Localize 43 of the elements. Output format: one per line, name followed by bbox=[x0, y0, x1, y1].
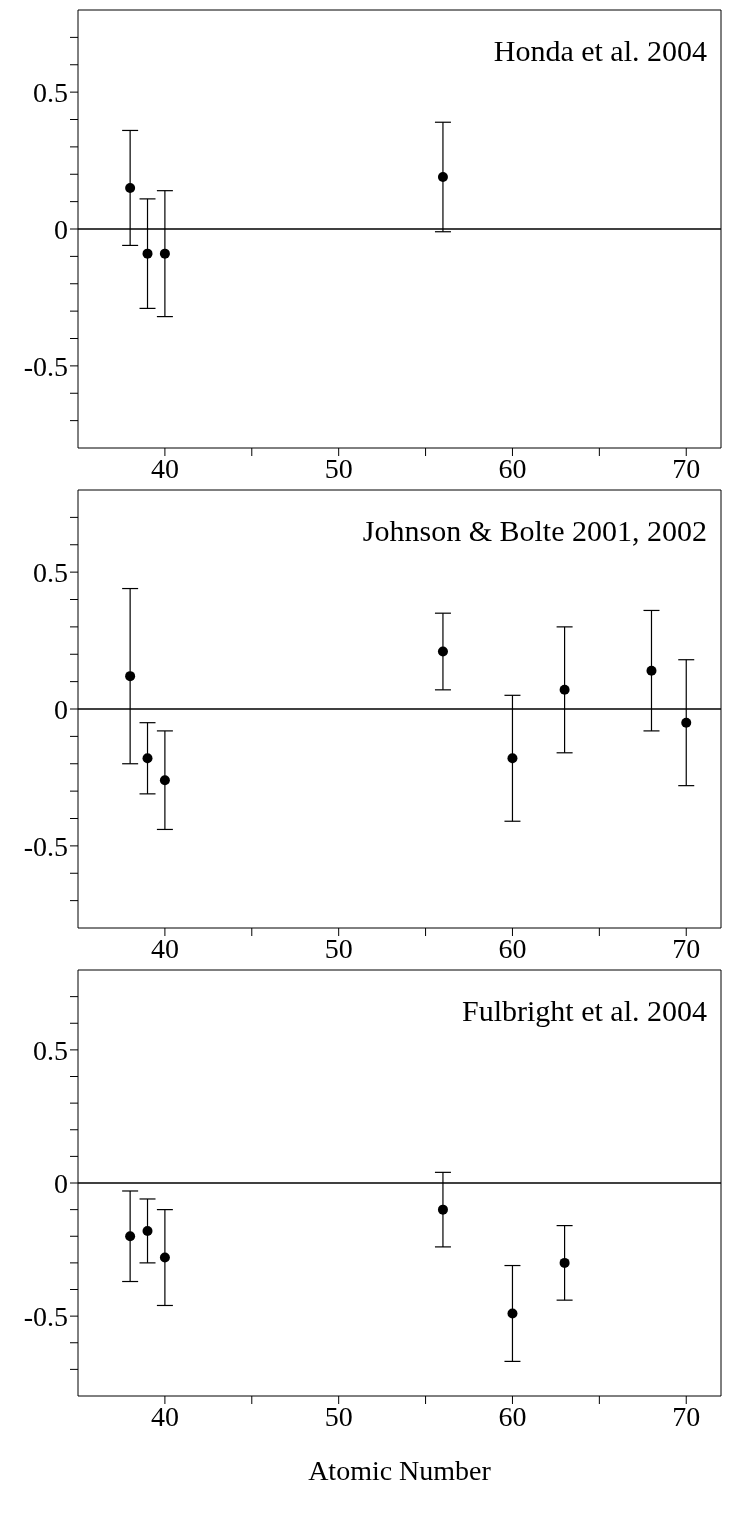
x-axis-title: Atomic Number bbox=[308, 1455, 492, 1486]
point bbox=[681, 717, 692, 728]
x-tick-label: 60 bbox=[498, 932, 527, 964]
point bbox=[125, 182, 136, 193]
x-tick-label: 50 bbox=[324, 932, 353, 964]
y-tick-label: 0 bbox=[54, 693, 68, 725]
point bbox=[437, 1204, 448, 1215]
point bbox=[142, 248, 153, 259]
point bbox=[646, 665, 657, 676]
point bbox=[159, 1252, 170, 1263]
point bbox=[437, 646, 448, 657]
x-tick-label: 70 bbox=[672, 932, 701, 964]
annotation: Fulbright et al. 2004 bbox=[462, 994, 707, 1028]
point bbox=[507, 1308, 518, 1319]
point bbox=[559, 1257, 570, 1268]
y-tick-label: 0 bbox=[54, 1167, 68, 1199]
y-tick-label: -0.5 bbox=[23, 350, 68, 382]
point bbox=[125, 671, 136, 682]
point bbox=[125, 1231, 136, 1242]
x-tick-label: 60 bbox=[498, 1400, 527, 1432]
x-tick-label: 70 bbox=[672, 1400, 701, 1432]
x-tick-label: 70 bbox=[672, 452, 701, 484]
x-tick-label: 40 bbox=[150, 932, 179, 964]
annotation: Honda et al. 2004 bbox=[493, 34, 707, 68]
y-tick-label: 0.5 bbox=[33, 557, 68, 589]
point bbox=[159, 248, 170, 259]
x-tick-label: 40 bbox=[150, 452, 179, 484]
x-tick-label: 50 bbox=[324, 1400, 353, 1432]
y-tick-label: -0.5 bbox=[23, 1301, 68, 1333]
y-tick-label: 0.5 bbox=[33, 77, 68, 109]
point bbox=[507, 753, 518, 764]
point bbox=[142, 1225, 153, 1236]
y-tick-label: 0 bbox=[54, 213, 68, 245]
point bbox=[159, 775, 170, 786]
point bbox=[142, 753, 153, 764]
x-tick-label: 60 bbox=[498, 452, 527, 484]
point bbox=[437, 171, 448, 182]
y-tick-label: -0.5 bbox=[23, 830, 68, 862]
point bbox=[559, 684, 570, 695]
y-tick-label: 0.5 bbox=[33, 1034, 68, 1066]
x-tick-label: 40 bbox=[150, 1400, 179, 1432]
annotation: Johnson & Bolte 2001, 2002 bbox=[362, 514, 707, 548]
x-tick-label: 50 bbox=[324, 452, 353, 484]
